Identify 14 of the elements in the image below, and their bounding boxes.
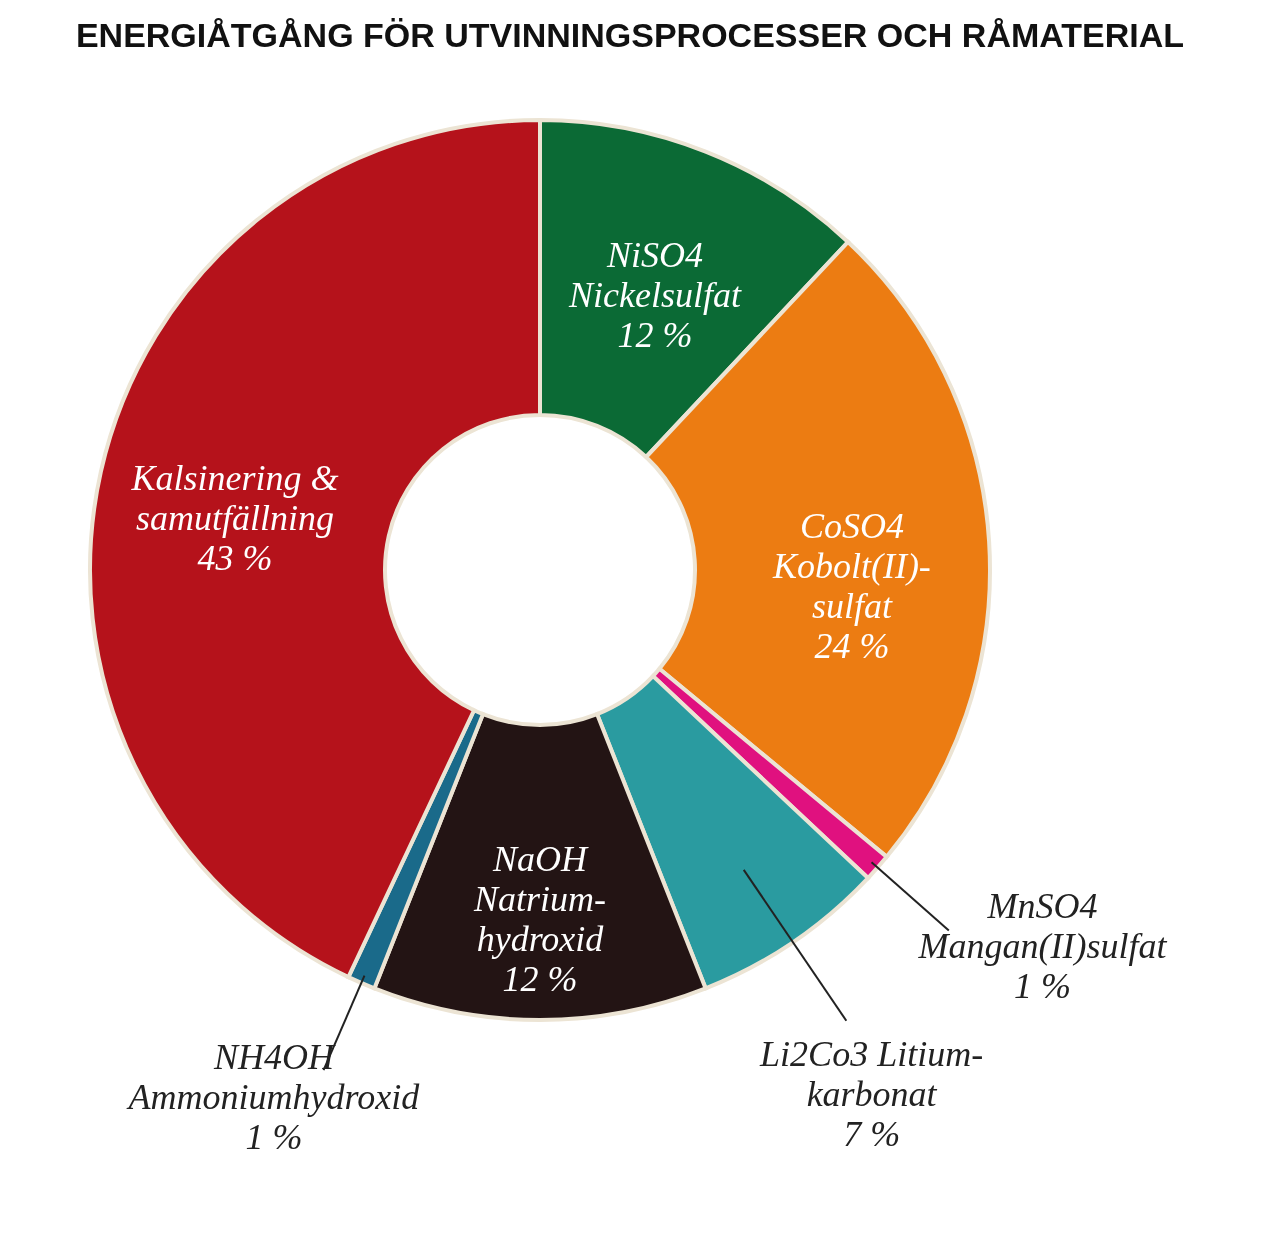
data-label: 43 % <box>197 537 273 578</box>
data-label: 24 % <box>814 626 890 667</box>
data-label: 12 % <box>617 315 693 356</box>
slice-label: Li2Co3 Litium- karbonat <box>759 1033 984 1114</box>
data-label: 1 % <box>245 1117 303 1158</box>
slice-label: NiSO4 Nickelsulfat <box>568 235 743 316</box>
slice-label: NaOH Natrium- hydroxid <box>472 838 607 959</box>
data-label: 12 % <box>502 958 578 999</box>
data-label: 1 % <box>1014 966 1072 1007</box>
chart-title: ENERGIÅTGÅNG FÖR UTVINNINGSPROCESSER OCH RÅMATERIAL <box>75 16 1185 54</box>
slice-label: MnSO4 Mangan(II)sulfat <box>917 886 1168 967</box>
slice-label: CoSO4 Kobolt(II)- sulfat <box>771 506 931 627</box>
data-label: 7 % <box>843 1113 901 1154</box>
slice-label: Kalsinering & samutfällning <box>130 457 339 538</box>
